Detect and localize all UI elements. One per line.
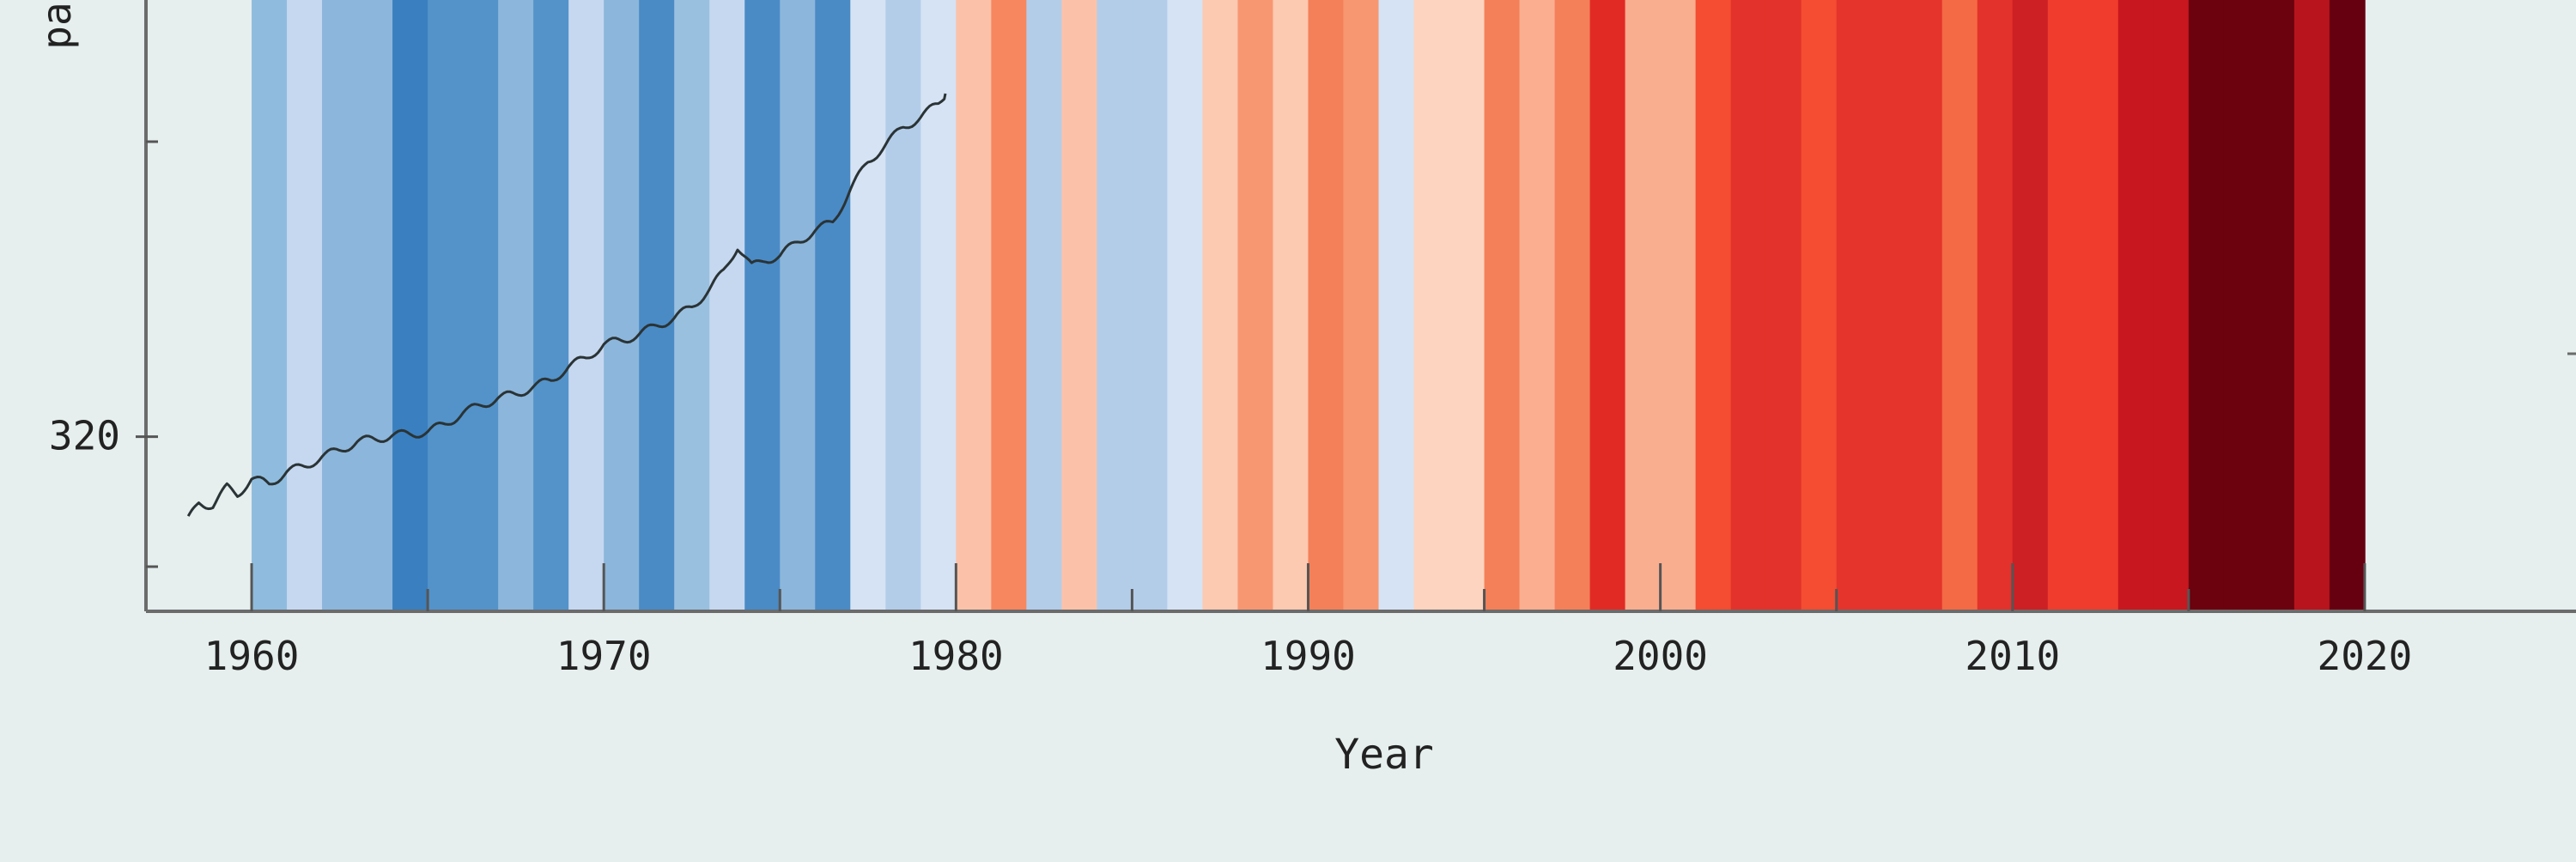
stripe-1993	[1413, 0, 1450, 611]
x-tick-label-2020: 2020	[2318, 633, 2413, 679]
stripe-2014	[2153, 0, 2190, 611]
stripe-2016	[2223, 0, 2260, 611]
stripe-1967	[498, 0, 534, 611]
x-ticks: 1960 1970 1980 1990 2000 2010 2020	[204, 563, 2413, 679]
axes	[144, 0, 2576, 613]
stripe-1964	[392, 0, 428, 611]
stripe-1973	[709, 0, 746, 611]
stripe-1988	[1237, 0, 1274, 611]
y-tick-label-320: 320	[49, 413, 120, 459]
stripe-1997	[1554, 0, 1591, 611]
co2-line-layer	[186, 93, 947, 517]
x-tick-label-2000: 2000	[1613, 633, 1708, 679]
stripe-2000	[1660, 0, 1697, 611]
stripe-1980	[956, 0, 993, 611]
stripe-1971	[639, 0, 676, 611]
stripe-2019	[2329, 0, 2366, 611]
stripe-2003	[1765, 0, 1802, 611]
stripe-1978	[885, 0, 922, 611]
stripe-1995	[1484, 0, 1521, 611]
stripe-2013	[2117, 0, 2154, 611]
stripe-1976	[815, 0, 852, 611]
stripe-1985	[1132, 0, 1169, 611]
stripe-2011	[2047, 0, 2084, 611]
stripe-2005	[1836, 0, 1873, 611]
stripe-1986	[1167, 0, 1204, 611]
stripe-1983	[1061, 0, 1098, 611]
stripe-1975	[780, 0, 817, 611]
stripe-1979	[920, 0, 957, 611]
stripe-1969	[568, 0, 605, 611]
stripe-1977	[850, 0, 887, 611]
co2-concentration-line	[186, 93, 947, 517]
stripe-1996	[1519, 0, 1556, 611]
stripe-1990	[1308, 0, 1345, 611]
stripe-1989	[1273, 0, 1309, 611]
stripe-1999	[1625, 0, 1662, 611]
stripe-2004	[1801, 0, 1838, 611]
stripe-1987	[1202, 0, 1239, 611]
y-axis-label-fragment: pa	[33, 2, 80, 49]
stripe-1992	[1378, 0, 1415, 611]
stripe-2001	[1695, 0, 1732, 611]
stripe-2006	[1871, 0, 1908, 611]
stripe-2002	[1730, 0, 1767, 611]
stripe-1982	[1026, 0, 1063, 611]
x-axis-label: Year	[1334, 731, 1434, 779]
stripe-1984	[1097, 0, 1133, 611]
stripe-2017	[2258, 0, 2295, 611]
stripe-1970	[604, 0, 640, 611]
x-tick-label-1980: 1980	[908, 633, 1004, 679]
x-tick-label-2010: 2010	[1965, 633, 2060, 679]
y-ticks: 320	[49, 140, 158, 568]
stripe-1981	[991, 0, 1028, 611]
stripe-1994	[1449, 0, 1485, 611]
stripe-1974	[744, 0, 781, 611]
stripe-2015	[2188, 0, 2225, 611]
x-tick-label-1960: 1960	[204, 633, 300, 679]
x-tick-label-1990: 1990	[1261, 633, 1356, 679]
stripe-1965	[428, 0, 464, 611]
stripe-1991	[1343, 0, 1380, 611]
stripe-1962	[322, 0, 358, 611]
x-tick-label-1970: 1970	[556, 633, 652, 679]
stripe-2012	[2082, 0, 2119, 611]
stripe-1966	[463, 0, 499, 611]
stripe-1960	[252, 0, 288, 611]
stripe-1968	[533, 0, 569, 611]
stripe-1963	[357, 0, 393, 611]
stripe-2018	[2293, 0, 2330, 611]
stripe-2007	[1906, 0, 1943, 611]
stripe-1998	[1589, 0, 1626, 611]
stripe-2008	[1941, 0, 1978, 611]
stripe-2009	[1977, 0, 2014, 611]
warming-stripes	[252, 0, 2366, 611]
stripe-2010	[2012, 0, 2049, 611]
stripe-1961	[287, 0, 323, 611]
